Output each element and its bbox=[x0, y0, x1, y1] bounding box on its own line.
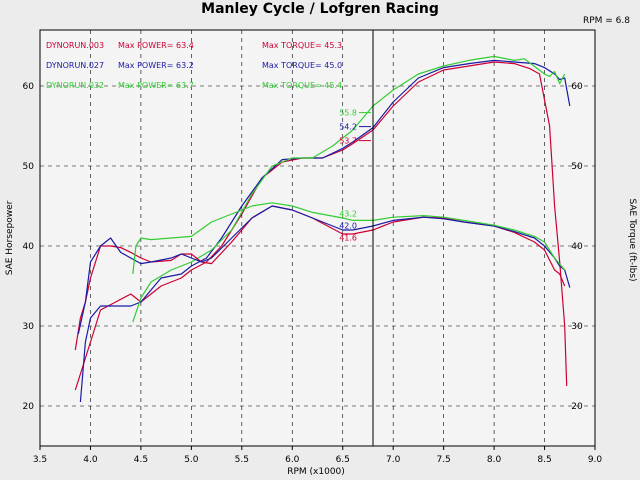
legend-max-torque: Max TORQUE= 45.3 bbox=[262, 41, 342, 50]
x-tick-label: 5.5 bbox=[235, 455, 249, 465]
y-tick-label-left: 30 bbox=[23, 322, 35, 332]
series-line bbox=[132, 55, 566, 323]
y-tick-label-right: 40 bbox=[571, 242, 583, 252]
rpm-readout: RPM = 6.8 bbox=[583, 16, 630, 26]
y-tick-label-left: 20 bbox=[23, 402, 35, 412]
x-tick-label: 7.0 bbox=[386, 455, 401, 465]
legend-run-name: DYNORUN.003 bbox=[46, 41, 104, 50]
legend-run-name: DYNORUN.032 bbox=[46, 81, 104, 90]
cursor-hp-value: 53.7 bbox=[339, 137, 357, 146]
legend: DYNORUN.003 Max POWER= 63.4 Max TORQUE= 45… bbox=[46, 41, 342, 90]
legend-max-torque: Max TORQUE= 45.0 bbox=[262, 61, 342, 70]
cursor-tq-value: 43.2 bbox=[339, 209, 357, 218]
x-tick-label: 4.5 bbox=[134, 455, 148, 465]
x-tick-label: 5.0 bbox=[184, 455, 199, 465]
x-tick-label: 8.5 bbox=[537, 455, 551, 465]
x-tick-label: 6.5 bbox=[336, 455, 350, 465]
rpm-cursor: 55.8 54.2 53.7 43.2 42.0 41.6 bbox=[339, 30, 374, 446]
cursor-tq-value: 41.6 bbox=[339, 233, 357, 242]
cursor-hp-value: 54.2 bbox=[339, 123, 357, 132]
x-tick-label: 6.0 bbox=[285, 455, 300, 465]
plot-area bbox=[39, 29, 596, 447]
series-line bbox=[77, 205, 571, 335]
x-tick-label: 4.0 bbox=[83, 455, 98, 465]
x-tick-label: 3.5 bbox=[33, 455, 47, 465]
legend-max-torque: Max TORQUE= 45.4 bbox=[262, 81, 342, 90]
y-tick-label-right: 50 bbox=[571, 162, 583, 172]
y-tick-label-right: 30 bbox=[571, 322, 583, 332]
x-tick-label: 9.0 bbox=[588, 455, 603, 465]
series-lines bbox=[74, 55, 571, 403]
chart-title: Manley Cycle / Lofgren Racing bbox=[201, 1, 439, 17]
cursor-tq-value: 42.0 bbox=[339, 221, 357, 230]
axis-ticks: 3.5 4.0 4.5 5.0 5.5 6.0 6.5 7.0 7.5 8.0 8.5 9.0 20 30… bbox=[23, 82, 603, 465]
y-tick-label-left: 60 bbox=[23, 82, 35, 92]
legend-run-name: DYNORUN.027 bbox=[46, 61, 104, 70]
x-axis-label: RPM (x1000) bbox=[287, 467, 345, 477]
y-axis-label-right: SAE Torque (ft-lbs) bbox=[627, 198, 637, 281]
y-axis-label-left: SAE Horsepower bbox=[5, 200, 15, 275]
y-tick-label-right: 20 bbox=[571, 402, 583, 412]
y-tick-label-right: 60 bbox=[571, 82, 583, 92]
x-tick-label: 7.5 bbox=[436, 455, 450, 465]
legend-max-power: Max POWER= 63.2 bbox=[118, 61, 194, 70]
y-tick-label-left: 40 bbox=[23, 242, 35, 252]
series-line bbox=[132, 202, 566, 275]
grid-lines bbox=[40, 30, 595, 446]
legend-max-power: Max POWER= 63.7 bbox=[118, 81, 194, 90]
legend-max-power: Max POWER= 63.4 bbox=[118, 41, 194, 50]
y-tick-label-left: 50 bbox=[23, 162, 35, 172]
x-tick-label: 8.0 bbox=[487, 455, 502, 465]
cursor-hp-value: 55.8 bbox=[339, 109, 357, 118]
